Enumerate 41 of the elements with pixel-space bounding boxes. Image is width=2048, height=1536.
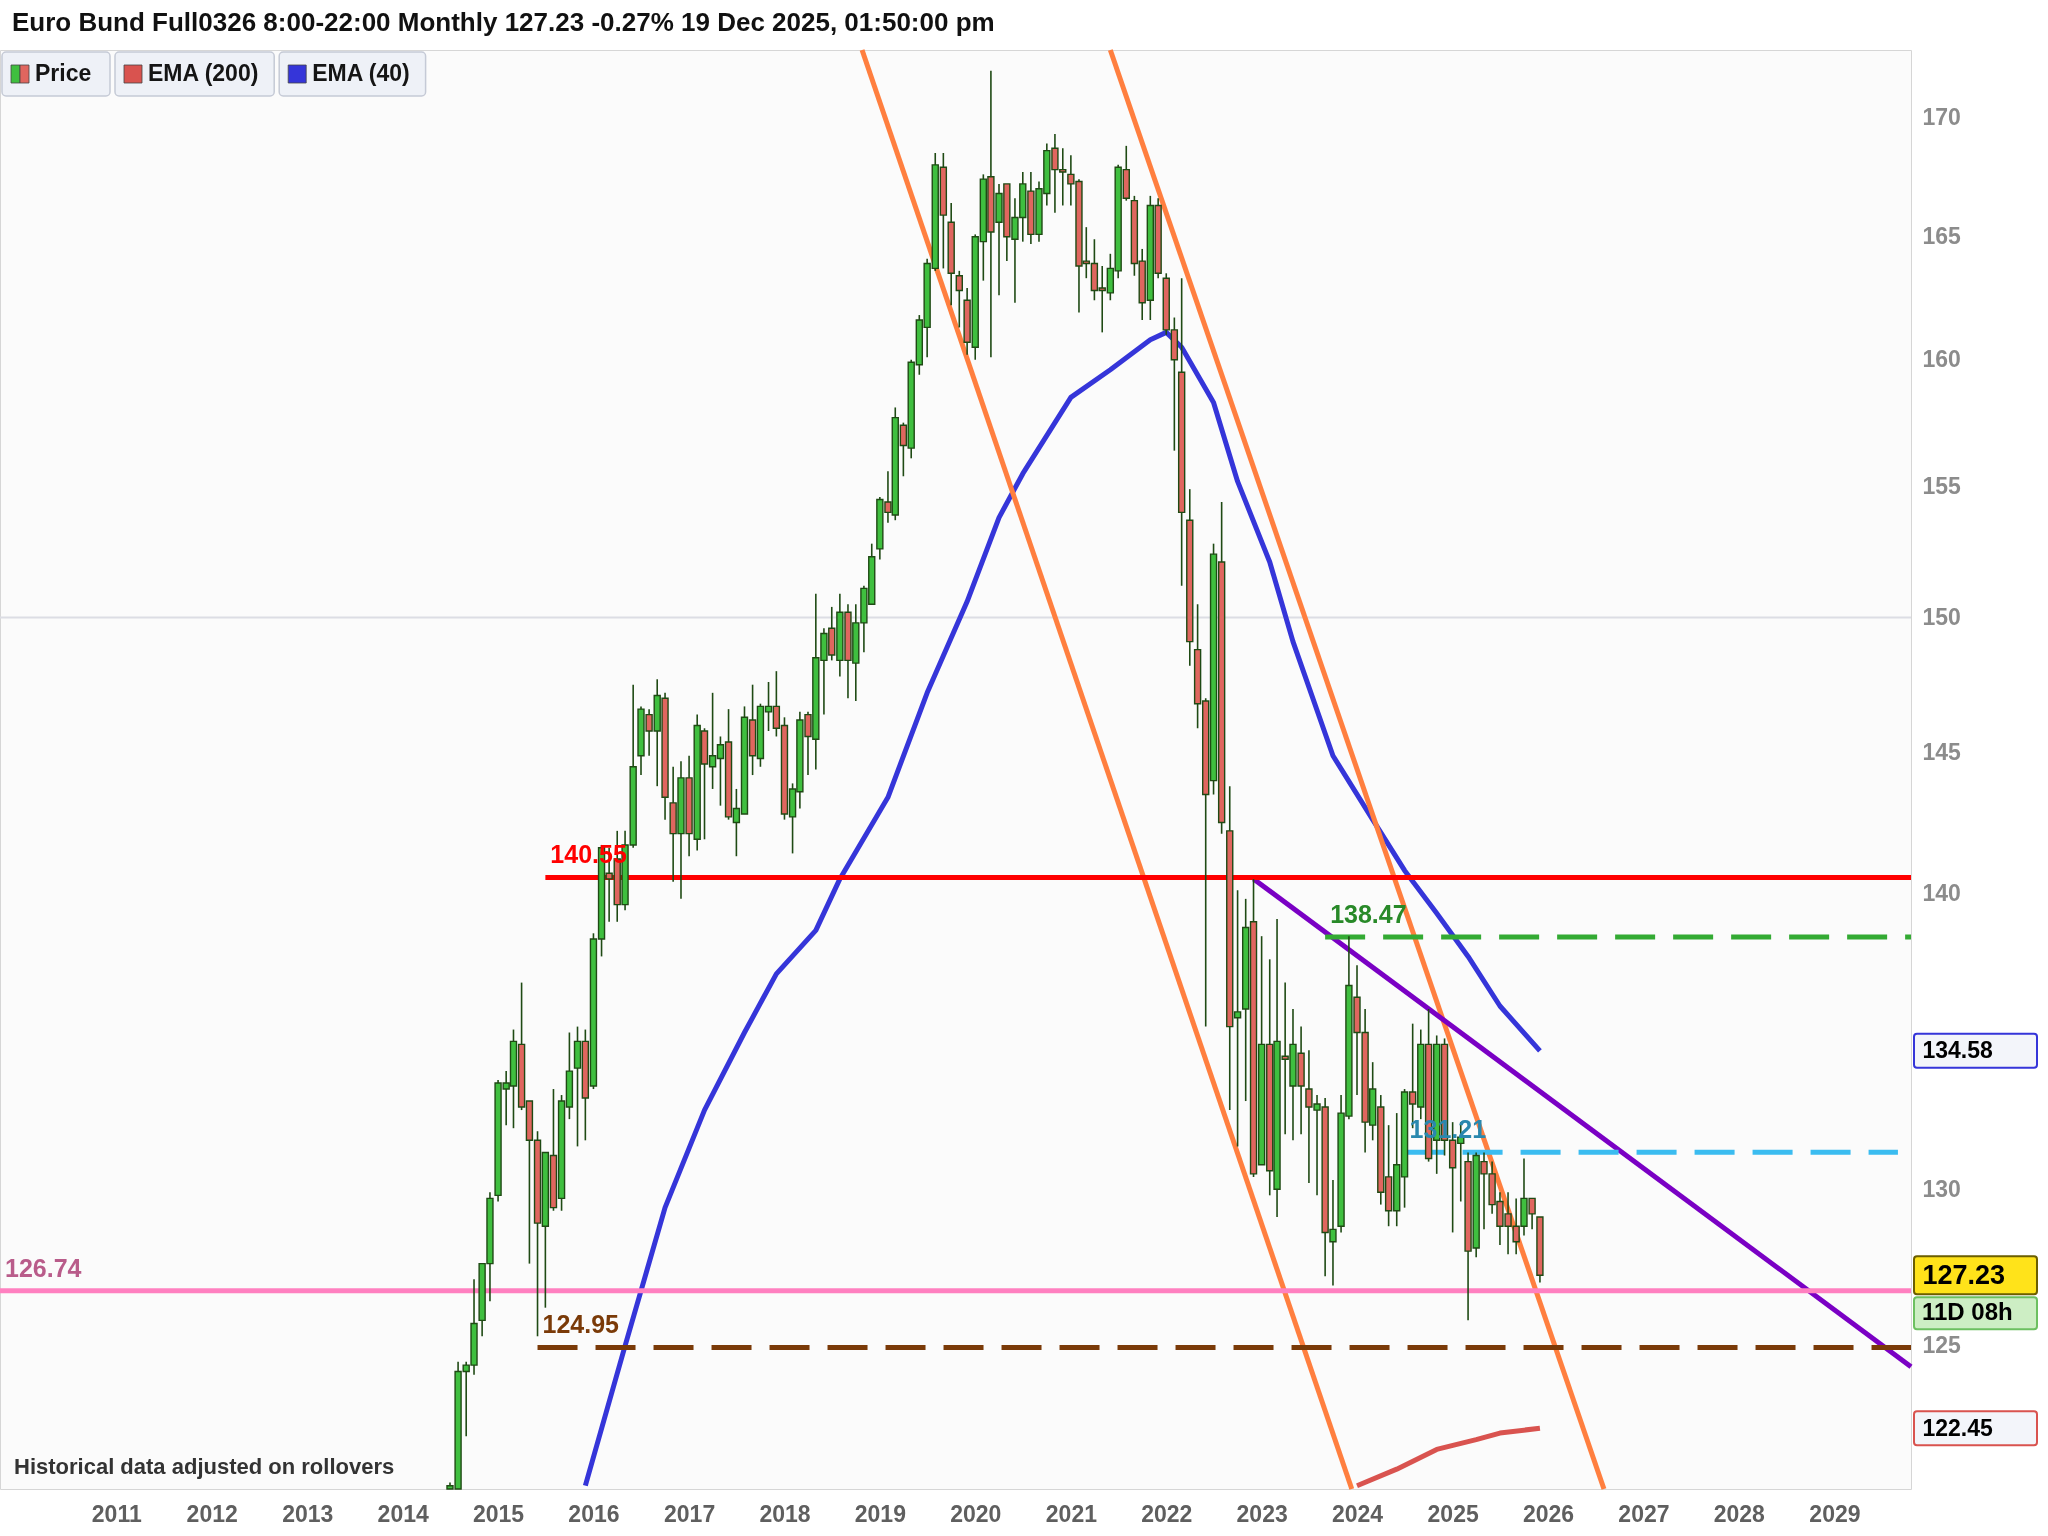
- y-tick-label: 140: [1922, 879, 1961, 906]
- x-tick-label: 2023: [1236, 1500, 1288, 1527]
- x-tick-label: 2028: [1713, 1500, 1766, 1527]
- x-tick-label: 2013: [282, 1500, 334, 1527]
- y-tick-label: 155: [1922, 473, 1962, 500]
- x-tick-label: 2017: [664, 1500, 716, 1527]
- x-tick-label: 2019: [854, 1500, 906, 1527]
- text: 11D 08h: [1922, 1298, 2013, 1326]
- x-tick-label: 2018: [759, 1500, 811, 1527]
- x-tick-label: 2029: [1809, 1500, 1861, 1527]
- x-tick-label: 2012: [186, 1500, 238, 1527]
- annotation: 124.95: [542, 1310, 620, 1339]
- x-tick-label: 2024: [1331, 1500, 1384, 1527]
- x-tick-label: 2015: [472, 1500, 525, 1527]
- y-tick-label: 150: [1922, 604, 1961, 631]
- y-tick-label: 130: [1922, 1175, 1961, 1202]
- y-tick-label: 160: [1922, 346, 1961, 373]
- x-tick-label: 2027: [1618, 1500, 1670, 1527]
- y-tick-label: 134.58: [1922, 1037, 1994, 1064]
- candlestick: [955, 270, 963, 329]
- annotation: 126.74: [5, 1253, 82, 1282]
- x-tick-label: 2014: [377, 1500, 429, 1527]
- x-tick-label: 2016: [568, 1500, 620, 1527]
- x-tick-label: 2011: [91, 1500, 142, 1527]
- legend-label: EMA (40): [312, 60, 410, 86]
- y-tick-label: 122.45: [1922, 1414, 1994, 1441]
- y-tick-label: 127.23: [1922, 1259, 2006, 1290]
- x-tick-label: 2026: [1522, 1500, 1575, 1527]
- annotation: Historical data adjusted on rollovers: [14, 1454, 395, 1479]
- x-tick-label: 2020: [950, 1500, 1002, 1527]
- legend-label: Price: [35, 60, 92, 86]
- y-tick-label: 165: [1922, 223, 1962, 250]
- y-tick-label: 145: [1922, 739, 1962, 766]
- annotation: 138.47: [1330, 900, 1407, 929]
- chart-title: Euro Bund Full0326 8:00-22:00 Monthly 127.23 -0.27% 19 Dec 2025, 01:50:00 pm: [12, 6, 995, 37]
- x-tick-label: 2025: [1427, 1500, 1479, 1527]
- x-tick-label: 2022: [1141, 1500, 1193, 1527]
- legend-label: EMA (200): [148, 60, 259, 86]
- y-tick-label: 170: [1922, 104, 1961, 131]
- x-tick-label: 2021: [1045, 1500, 1098, 1527]
- y-tick-label: 125: [1922, 1332, 1962, 1359]
